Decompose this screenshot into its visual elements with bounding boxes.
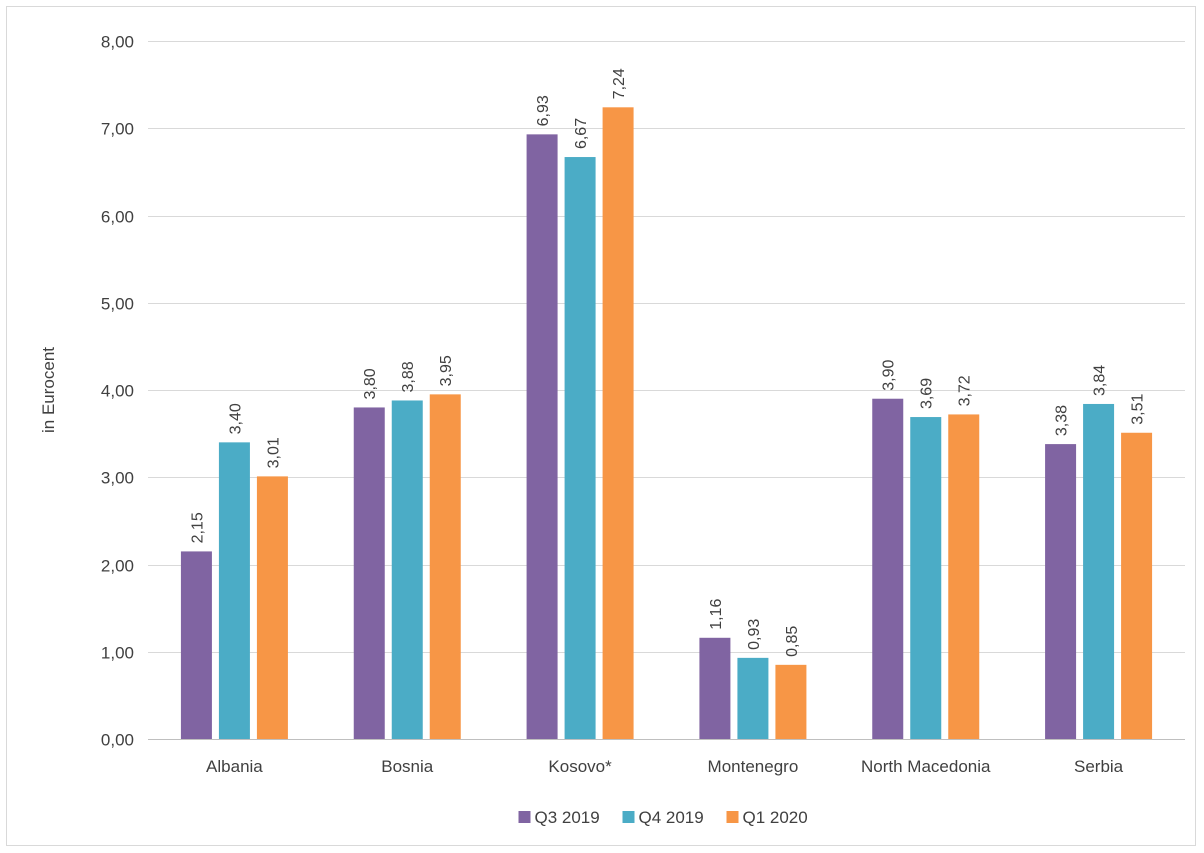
data-label: 3,69 — [919, 378, 936, 409]
data-label: 6,93 — [535, 95, 552, 126]
y-tick-label: 6,00 — [101, 208, 134, 227]
bar — [602, 107, 634, 739]
x-tick-label: North Macedonia — [861, 757, 991, 776]
bar — [948, 414, 980, 739]
data-label: 3,51 — [1130, 394, 1147, 425]
bar — [180, 551, 212, 739]
bar — [526, 134, 558, 740]
data-label: 3,95 — [438, 355, 455, 386]
x-axis-ticks: Albania Bosnia Kosovo* Montenegro North Mace… — [206, 757, 1124, 776]
data-label: 0,85 — [784, 626, 801, 657]
x-tick-label: Albania — [206, 757, 263, 776]
y-tick-label: 5,00 — [101, 295, 134, 314]
legend-swatch — [622, 811, 635, 823]
y-tick-label: 8,00 — [101, 33, 134, 52]
y-tick-label: 4,00 — [101, 382, 134, 401]
y-tick-label: 3,00 — [101, 469, 134, 488]
bar-chart: 0,00 1,00 2,00 3,00 4,00 5,00 6,00 7,00 8,00 2,1… — [39, 33, 1185, 827]
legend-label: Q1 2020 — [743, 808, 808, 827]
data-label: 7,24 — [611, 68, 628, 99]
bar — [775, 664, 807, 739]
bar — [429, 394, 461, 739]
bar — [564, 157, 596, 740]
legend-label: Q4 2019 — [639, 808, 704, 827]
x-tick-label: Bosnia — [381, 757, 434, 776]
y-tick-label: 0,00 — [101, 731, 134, 750]
data-label: 2,15 — [189, 512, 206, 543]
bar — [391, 400, 423, 739]
data-label: 3,72 — [957, 375, 974, 406]
data-label: 3,80 — [362, 368, 379, 399]
x-tick-label: Montenegro — [708, 757, 799, 776]
bar — [353, 407, 385, 739]
data-label: 6,67 — [573, 118, 590, 149]
data-label: 1,16 — [708, 599, 725, 630]
y-axis-ticks: 0,00 1,00 2,00 3,00 4,00 5,00 6,00 7,00 8,00 — [101, 33, 134, 750]
bar — [910, 417, 942, 739]
legend-label: Q3 2019 — [535, 808, 600, 827]
bar — [737, 657, 769, 739]
y-tick-label: 2,00 — [101, 557, 134, 576]
data-label: 0,93 — [746, 619, 763, 650]
bar — [218, 442, 250, 739]
chart-frame: 0,00 1,00 2,00 3,00 4,00 5,00 6,00 7,00 8,00 2,1… — [6, 6, 1196, 846]
gridlines — [148, 41, 1185, 740]
y-axis-title: in Eurocent — [39, 347, 58, 433]
data-label: 3,01 — [265, 437, 282, 468]
data-label: 3,88 — [400, 361, 417, 392]
bar — [256, 476, 288, 739]
x-tick-label: Kosovo* — [548, 757, 612, 776]
legend-swatch — [726, 811, 739, 823]
bar — [1083, 403, 1115, 739]
data-label: 3,40 — [227, 403, 244, 434]
legend-swatch — [518, 811, 531, 823]
legend: Q3 2019 Q4 2019 Q1 2020 — [518, 808, 808, 827]
bar — [872, 398, 904, 739]
y-tick-label: 7,00 — [101, 120, 134, 139]
bar — [1121, 432, 1153, 739]
data-label: 3,90 — [881, 359, 898, 390]
bar — [1045, 444, 1077, 739]
x-tick-label: Serbia — [1074, 757, 1124, 776]
data-labels: 2,15 3,40 3,01 3,80 3,88 3,95 6,93 6,67 7,24 1,16… — [189, 68, 1146, 657]
data-label: 3,84 — [1092, 365, 1109, 396]
y-tick-label: 1,00 — [101, 644, 134, 663]
data-label: 3,38 — [1054, 405, 1071, 436]
bar — [699, 637, 731, 739]
bars — [180, 107, 1153, 740]
